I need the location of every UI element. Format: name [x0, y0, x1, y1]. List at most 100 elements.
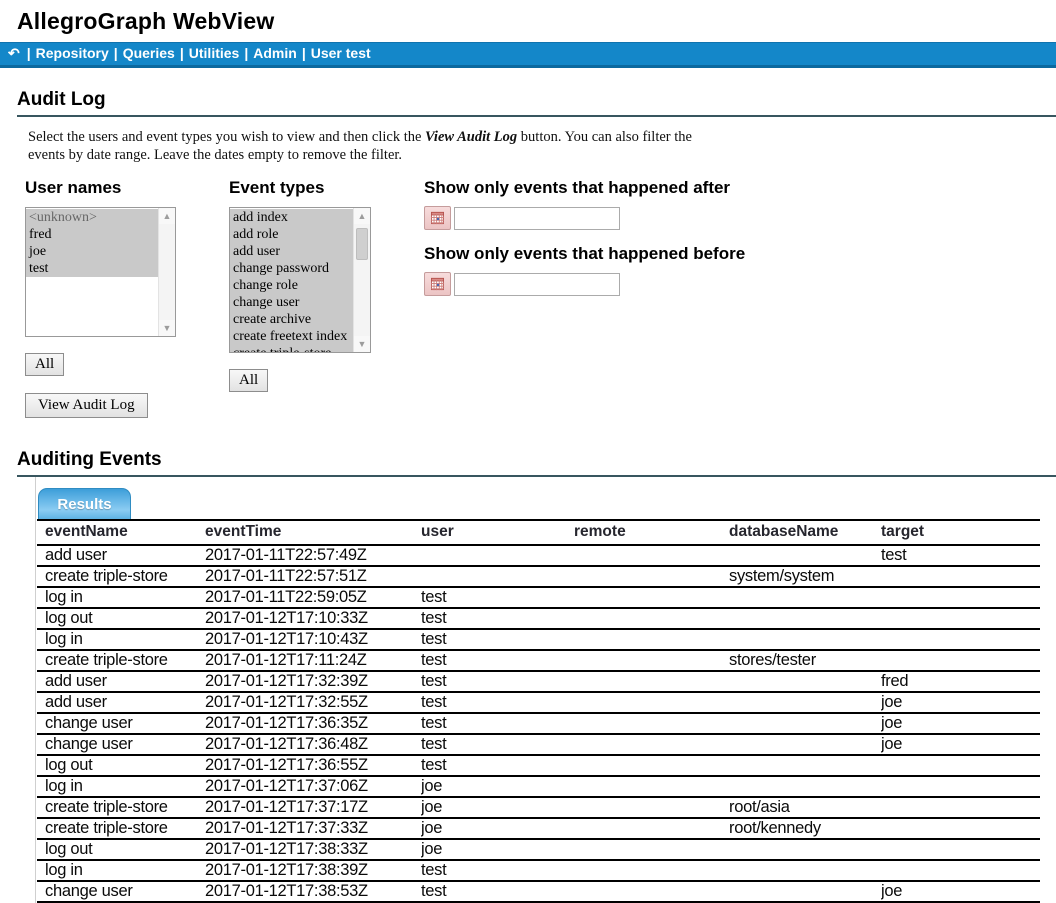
list-option[interactable]: create freetext index	[230, 328, 353, 346]
event-types-scrollbar[interactable]: ▲ ▼	[353, 208, 370, 353]
table-row: change user 2017-01-12T17:38:53Z test joe	[37, 881, 1040, 903]
user-names-listbox[interactable]: <unknown> fred joe test ▲ ▼	[25, 207, 176, 338]
list-option[interactable]: add role	[230, 226, 353, 244]
table-cell: test	[421, 671, 574, 694]
event-types-all-button[interactable]: All	[229, 369, 269, 393]
table-cell	[729, 671, 881, 694]
table-cell: test	[421, 587, 574, 610]
table-cell: 2017-01-12T17:38:53Z	[205, 881, 421, 903]
list-option[interactable]: create triple-store	[230, 345, 353, 353]
list-option[interactable]: test	[26, 260, 158, 278]
nav-separator: |	[244, 45, 249, 61]
table-cell: test	[421, 713, 574, 736]
table-cell: 2017-01-11T22:59:05Z	[205, 587, 421, 610]
after-calendar-button[interactable]	[424, 206, 451, 231]
user-names-all-button[interactable]: All	[25, 353, 65, 377]
table-cell	[881, 587, 1040, 610]
table-body: add user 2017-01-11T22:57:49Z test create t…	[37, 545, 1040, 903]
table-cell: change user	[37, 734, 205, 757]
list-option[interactable]: joe	[26, 243, 158, 261]
list-option[interactable]: add user	[230, 243, 353, 261]
table-cell: stores/tester	[729, 650, 881, 673]
user-names-label: User names	[25, 178, 122, 198]
before-filter-label: Show only events that happened before	[424, 244, 746, 264]
before-calendar-button[interactable]	[424, 272, 451, 297]
column-header-eventTime: eventTime	[205, 519, 421, 547]
view-audit-log-button[interactable]: View Audit Log	[25, 393, 148, 419]
table-cell: 2017-01-12T17:36:35Z	[205, 713, 421, 736]
table-row: log in 2017-01-12T17:38:39Z test	[37, 860, 1040, 883]
before-date-input[interactable]	[454, 272, 620, 296]
table-cell	[574, 671, 729, 694]
table-cell: add user	[37, 692, 205, 715]
table-cell	[729, 755, 881, 778]
nav-separator: |	[113, 45, 118, 61]
scroll-up-icon[interactable]: ▲	[354, 208, 370, 225]
list-option[interactable]: change role	[230, 277, 353, 295]
table-cell	[881, 629, 1040, 652]
table-cell	[574, 797, 729, 820]
table-cell	[881, 818, 1040, 841]
table-cell: test	[421, 692, 574, 715]
list-option[interactable]: add index	[230, 209, 353, 227]
list-option[interactable]: change password	[230, 260, 353, 278]
table-cell: 2017-01-12T17:32:55Z	[205, 692, 421, 715]
nav-separator: |	[179, 45, 184, 61]
table-row: add user 2017-01-12T17:32:55Z test joe	[37, 692, 1040, 715]
list-option[interactable]: fred	[26, 226, 158, 244]
column-header-user: user	[421, 519, 574, 547]
nav-item-queries[interactable]: Queries	[122, 45, 175, 61]
table-cell: joe	[881, 692, 1040, 715]
nav-item-repository[interactable]: Repository	[35, 45, 109, 61]
table-cell	[729, 839, 881, 862]
instructions-text: Select the users and event types you wis…	[28, 128, 693, 164]
user-names-column: User names <unknown> fred joe test ▲ ▼ All …	[25, 178, 176, 419]
nav-bar: ↶ | Repository | Queries | Utilities | Admin | Use…	[0, 42, 1056, 68]
instructions-pre: Select the users and event types you wis…	[28, 129, 426, 145]
table-cell: test	[421, 881, 574, 903]
table-cell	[729, 608, 881, 631]
table-cell: add user	[37, 545, 205, 568]
table-cell	[574, 734, 729, 757]
nav-menu: Repository | Queries | Utilities | Admin | User …	[36, 45, 371, 61]
table-cell: 2017-01-12T17:36:55Z	[205, 755, 421, 778]
table-cell: fred	[881, 671, 1040, 694]
table-cell	[574, 755, 729, 778]
table-row: log in 2017-01-12T17:37:06Z joe	[37, 776, 1040, 799]
event-types-listbox[interactable]: add index add role add user change password…	[229, 207, 371, 354]
column-header-databaseName: databaseName	[729, 519, 881, 547]
after-date-input[interactable]	[454, 206, 620, 230]
scroll-down-icon[interactable]: ▼	[354, 336, 370, 353]
table-cell	[421, 545, 574, 568]
list-option[interactable]: create archive	[230, 311, 353, 329]
table-cell: test	[421, 608, 574, 631]
table-cell: 2017-01-12T17:36:48Z	[205, 734, 421, 757]
table-cell	[574, 692, 729, 715]
scrollbar-thumb[interactable]	[356, 228, 368, 261]
table-row: create triple-store 2017-01-12T17:11:24Z t…	[37, 650, 1040, 673]
auditing-events-title: Auditing Events	[17, 449, 1056, 478]
table-cell: create triple-store	[37, 818, 205, 841]
list-option[interactable]: change user	[230, 294, 353, 312]
scroll-up-icon[interactable]: ▲	[159, 208, 175, 225]
table-cell	[881, 797, 1040, 820]
table-cell: add user	[37, 671, 205, 694]
table-cell	[729, 734, 881, 757]
back-arrow-icon[interactable]: ↶	[8, 45, 20, 61]
user-names-scrollbar[interactable]: ▲ ▼	[158, 208, 175, 337]
table-cell: test	[421, 629, 574, 652]
table-cell: change user	[37, 881, 205, 903]
nav-item-utilities[interactable]: Utilities	[188, 45, 240, 61]
table-cell	[881, 608, 1040, 631]
table-row: change user 2017-01-12T17:36:35Z test joe	[37, 713, 1040, 736]
list-option[interactable]: <unknown>	[26, 209, 158, 227]
calendar-icon	[431, 278, 444, 291]
table-cell: system/system	[729, 566, 881, 589]
table-header-row: eventName eventTime user remote databaseName…	[37, 519, 1040, 547]
table-row: create triple-store 2017-01-11T22:57:51Z s…	[37, 566, 1040, 589]
table-cell: log in	[37, 629, 205, 652]
nav-item-admin[interactable]: Admin	[253, 45, 297, 61]
scroll-down-icon[interactable]: ▼	[159, 320, 175, 337]
tab-results[interactable]: Results	[38, 488, 131, 520]
nav-item-user-test[interactable]: User test	[310, 45, 371, 61]
